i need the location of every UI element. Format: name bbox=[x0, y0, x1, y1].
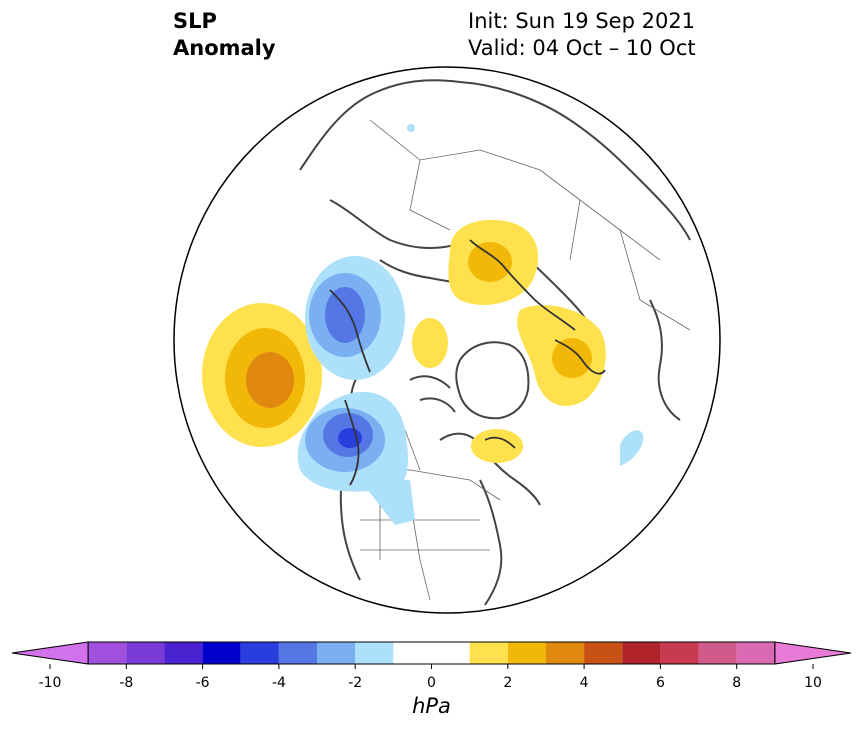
country-borders bbox=[350, 119, 691, 601]
aleutian-low-3 bbox=[325, 287, 365, 343]
colorbar-box bbox=[88, 642, 127, 664]
colorbar-box bbox=[355, 642, 394, 664]
colorbar-box bbox=[545, 642, 585, 664]
colorbar-unit: hPa bbox=[412, 694, 451, 718]
colorbar-extend-high bbox=[774, 641, 852, 665]
colorbar-box bbox=[469, 642, 508, 664]
gulf-of-alaska-low-extension bbox=[360, 480, 415, 525]
colorbar: -10 -8 -6 -4 -2 0 2 4 6 8 10 bbox=[11, 641, 852, 690]
hudson-bay-high bbox=[471, 429, 523, 463]
colorbar-box bbox=[507, 642, 546, 664]
colorbar-box bbox=[660, 642, 699, 664]
colorbar-tick-label: -6 bbox=[196, 675, 210, 690]
colorbar-tick-label: 2 bbox=[503, 675, 512, 690]
polar-map bbox=[173, 66, 721, 614]
north-pacific-high-3 bbox=[246, 352, 294, 408]
colorbar-ticks: -10 -8 -6 -4 -2 0 2 4 6 8 10 bbox=[39, 664, 822, 690]
colorbar-tick-label: 0 bbox=[427, 675, 436, 690]
colorbar-box bbox=[698, 642, 737, 664]
colorbar-box bbox=[736, 642, 775, 664]
coastline-overlay bbox=[329, 239, 606, 486]
colorbar-box bbox=[126, 642, 165, 664]
valid-range: Valid: 04 Oct – 10 Oct bbox=[468, 36, 696, 60]
colorbar-tick-label: 10 bbox=[804, 675, 822, 690]
atlantic-low bbox=[620, 430, 644, 466]
colorbar-extend-low bbox=[11, 641, 89, 665]
title-variable-line2: Anomaly bbox=[173, 36, 276, 60]
small-negative-spot bbox=[407, 124, 415, 132]
colorbar-tick-label: 4 bbox=[580, 675, 589, 690]
colorbar-tick-label: -4 bbox=[272, 675, 286, 690]
colorbar-box bbox=[317, 642, 356, 664]
colorbar-tick-label: -10 bbox=[39, 675, 62, 690]
map-dates: Init: Sun 19 Sep 2021 Valid: 04 Oct – 10… bbox=[468, 8, 696, 62]
colorbar-box bbox=[164, 642, 203, 664]
colorbar-tick-label: -2 bbox=[348, 675, 362, 690]
colorbar-tick-label: 6 bbox=[656, 675, 665, 690]
init-date: Init: Sun 19 Sep 2021 bbox=[468, 9, 696, 33]
colorbar-box bbox=[622, 642, 661, 664]
colorbar-tick-label: 8 bbox=[732, 675, 741, 690]
colorbar-tick-label: -8 bbox=[119, 675, 133, 690]
colorbar-box bbox=[584, 642, 623, 664]
colorbar-box bbox=[202, 642, 241, 664]
colorbar-box bbox=[278, 642, 318, 664]
scandinavia-high-2 bbox=[552, 338, 592, 378]
arctic-high bbox=[412, 318, 448, 368]
colorbar-box bbox=[393, 642, 470, 664]
map-title: SLP Anomaly bbox=[173, 8, 276, 62]
siberia-high-2 bbox=[468, 242, 512, 282]
map-boundary bbox=[173, 66, 721, 614]
title-variable-line1: SLP bbox=[173, 9, 217, 33]
colorbar-box bbox=[240, 642, 279, 664]
colorbar-boxes bbox=[11, 641, 852, 665]
